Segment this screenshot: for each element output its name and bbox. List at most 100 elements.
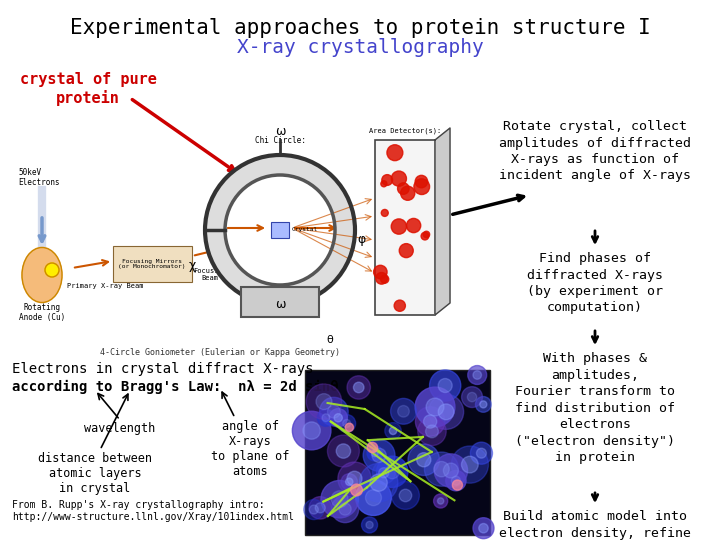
Circle shape xyxy=(433,494,448,508)
Circle shape xyxy=(320,397,348,426)
Circle shape xyxy=(328,405,341,418)
Circle shape xyxy=(468,366,487,384)
FancyBboxPatch shape xyxy=(10,65,440,360)
Circle shape xyxy=(417,453,431,467)
Circle shape xyxy=(361,517,377,533)
Text: crystal of pure
protein: crystal of pure protein xyxy=(19,72,156,106)
Circle shape xyxy=(341,474,357,490)
Circle shape xyxy=(480,401,487,408)
Circle shape xyxy=(438,404,454,420)
FancyBboxPatch shape xyxy=(375,140,435,315)
Text: Primary X-ray Beam: Primary X-ray Beam xyxy=(67,283,143,289)
FancyBboxPatch shape xyxy=(113,246,192,282)
Text: wavelength: wavelength xyxy=(84,422,156,435)
Circle shape xyxy=(379,468,389,478)
Text: Electrons in crystal diffract X-rays: Electrons in crystal diffract X-rays xyxy=(12,362,313,376)
Circle shape xyxy=(334,414,343,422)
Circle shape xyxy=(366,490,382,505)
Circle shape xyxy=(462,387,482,408)
Text: Focussed
Beam: Focussed Beam xyxy=(193,268,227,281)
Circle shape xyxy=(391,219,407,234)
Text: 50keV
Electrons: 50keV Electrons xyxy=(18,168,60,187)
Circle shape xyxy=(381,275,389,284)
Text: ω: ω xyxy=(275,125,285,138)
Circle shape xyxy=(434,454,467,487)
Circle shape xyxy=(434,462,449,477)
Circle shape xyxy=(338,415,356,433)
Circle shape xyxy=(462,456,478,473)
Text: φ: φ xyxy=(358,233,366,246)
Circle shape xyxy=(346,478,353,485)
Circle shape xyxy=(370,474,387,491)
Text: Build atomic model into
electron density, refine: Build atomic model into electron density… xyxy=(499,510,691,539)
Circle shape xyxy=(343,420,351,428)
Circle shape xyxy=(367,442,377,453)
Text: ω: ω xyxy=(275,298,285,310)
Circle shape xyxy=(390,399,416,424)
Circle shape xyxy=(387,145,402,161)
Text: Focusing Mirrors
(or Monochromator): Focusing Mirrors (or Monochromator) xyxy=(118,259,186,269)
Circle shape xyxy=(374,265,387,279)
Text: Experimental approaches to protein structure I: Experimental approaches to protein struc… xyxy=(70,18,650,38)
Circle shape xyxy=(318,409,335,426)
Circle shape xyxy=(426,398,444,416)
FancyBboxPatch shape xyxy=(305,370,490,535)
Circle shape xyxy=(384,423,401,439)
Circle shape xyxy=(394,300,405,312)
Circle shape xyxy=(451,476,461,485)
Circle shape xyxy=(479,523,488,533)
Circle shape xyxy=(423,231,430,238)
Circle shape xyxy=(390,427,397,435)
Circle shape xyxy=(475,396,491,412)
Circle shape xyxy=(310,505,318,514)
Circle shape xyxy=(400,186,415,200)
Circle shape xyxy=(451,446,488,483)
Circle shape xyxy=(304,500,324,519)
Circle shape xyxy=(359,463,398,502)
Text: according to Bragg's Law:  nλ = 2d sinθ: according to Bragg's Law: nλ = 2d sinθ xyxy=(12,380,338,394)
Circle shape xyxy=(336,444,351,458)
Circle shape xyxy=(372,450,378,457)
Circle shape xyxy=(407,218,420,233)
Circle shape xyxy=(430,370,461,401)
Circle shape xyxy=(452,480,462,490)
Text: angle of
X-rays
to plane of
atoms: angle of X-rays to plane of atoms xyxy=(211,420,289,478)
Circle shape xyxy=(399,489,412,502)
Circle shape xyxy=(423,415,437,428)
Circle shape xyxy=(331,491,348,508)
Circle shape xyxy=(415,387,455,427)
Circle shape xyxy=(347,471,362,486)
Circle shape xyxy=(321,481,359,518)
Circle shape xyxy=(400,244,413,258)
Circle shape xyxy=(408,444,439,476)
Circle shape xyxy=(351,484,362,496)
Text: Crystal: Crystal xyxy=(292,227,318,233)
Text: From B. Rupp's X-ray crystallography intro:
http://www-structure.llnl.gov/Xray/1: From B. Rupp's X-ray crystallography int… xyxy=(12,500,294,522)
Text: Area Detector(s):: Area Detector(s): xyxy=(369,127,441,134)
Circle shape xyxy=(392,482,419,509)
Circle shape xyxy=(418,417,446,445)
Circle shape xyxy=(428,394,464,429)
Wedge shape xyxy=(205,155,355,305)
Text: Rotating
Anode (Cu): Rotating Anode (Cu) xyxy=(19,303,65,322)
Polygon shape xyxy=(435,128,450,315)
Circle shape xyxy=(426,425,438,438)
Circle shape xyxy=(382,210,388,217)
Circle shape xyxy=(381,181,387,187)
Text: θ: θ xyxy=(327,335,333,345)
Circle shape xyxy=(338,462,371,495)
Circle shape xyxy=(331,496,359,523)
Text: 4-Circle Goniometer (Eulerian or Kappa Geometry): 4-Circle Goniometer (Eulerian or Kappa G… xyxy=(100,348,340,357)
Circle shape xyxy=(444,463,459,478)
Circle shape xyxy=(415,407,445,436)
Circle shape xyxy=(470,442,492,464)
Circle shape xyxy=(347,376,370,399)
Circle shape xyxy=(385,465,400,479)
Circle shape xyxy=(354,382,364,393)
Circle shape xyxy=(414,179,430,194)
Circle shape xyxy=(45,263,59,277)
Bar xyxy=(271,222,289,238)
FancyBboxPatch shape xyxy=(241,287,319,317)
Circle shape xyxy=(415,176,428,188)
Circle shape xyxy=(372,448,386,462)
